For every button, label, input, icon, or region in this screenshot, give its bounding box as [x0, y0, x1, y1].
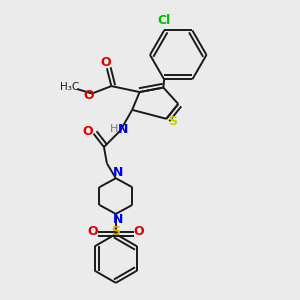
Text: S: S: [168, 115, 177, 128]
Text: S: S: [111, 225, 120, 238]
Text: N: N: [113, 167, 123, 179]
Text: H: H: [110, 124, 118, 134]
Text: N: N: [118, 123, 128, 136]
Text: N: N: [113, 213, 123, 226]
Text: O: O: [87, 225, 98, 238]
Text: H₃C: H₃C: [60, 82, 80, 92]
Text: O: O: [100, 56, 111, 69]
Text: O: O: [82, 125, 93, 138]
Text: Cl: Cl: [158, 14, 171, 26]
Text: O: O: [84, 88, 94, 101]
Text: O: O: [134, 225, 144, 238]
